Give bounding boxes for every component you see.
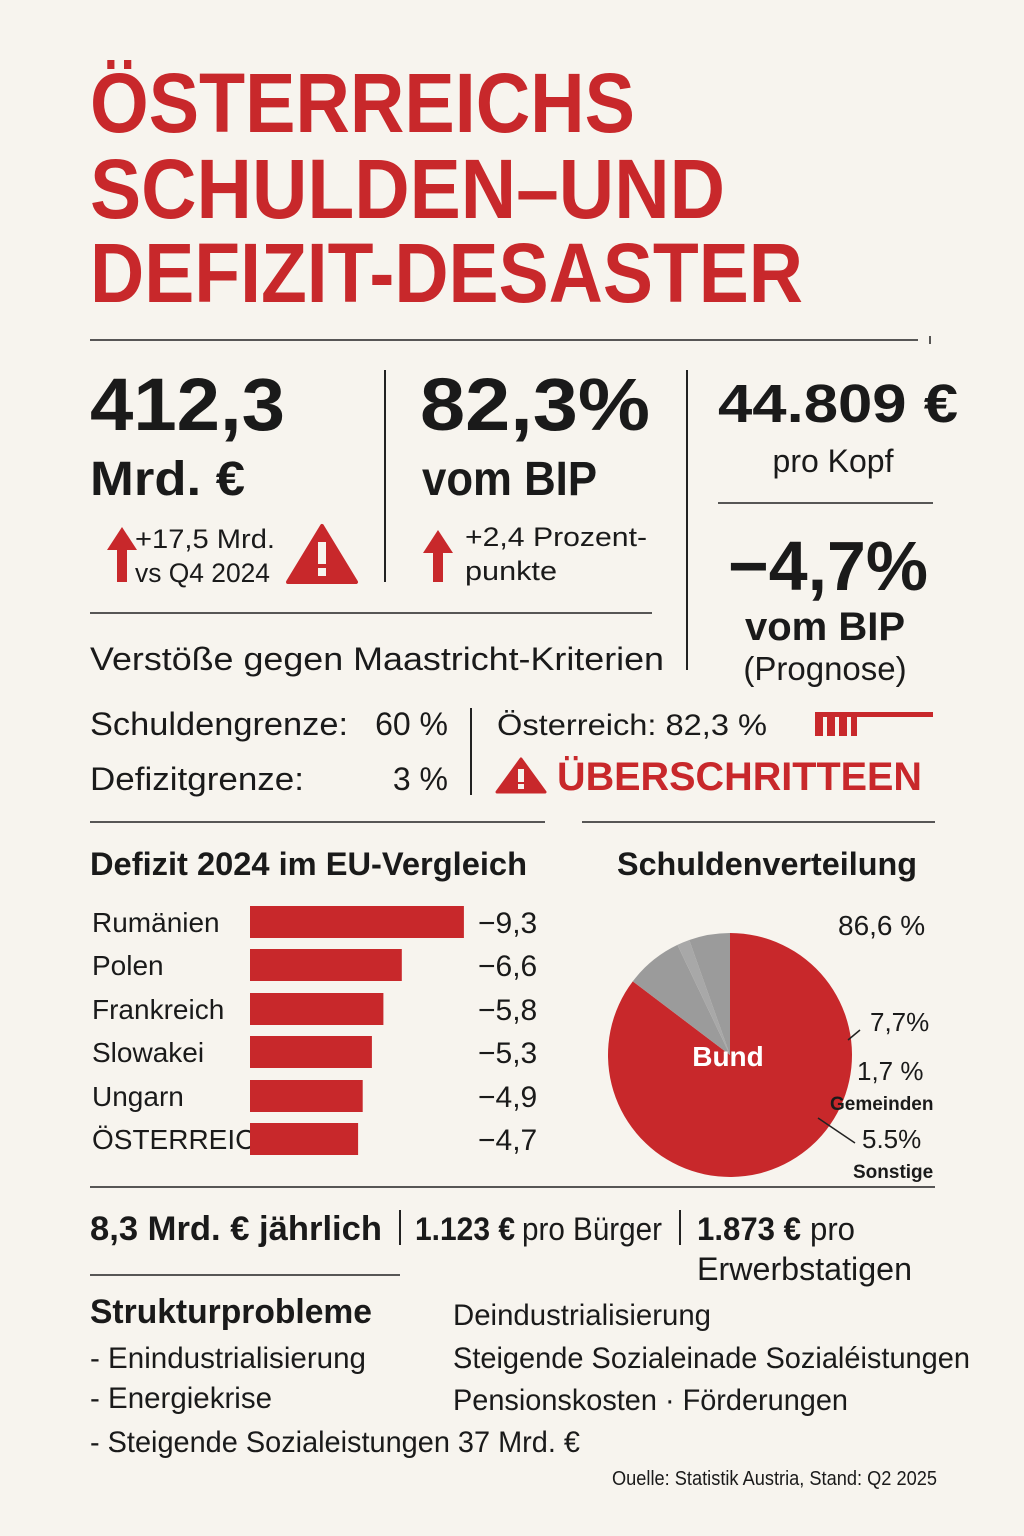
deficit-value: −4,7% (728, 527, 928, 605)
source: Ouelle: Statistik Austria, Stand: Q2 202… (612, 1468, 937, 1490)
structure-item: - Steigende Sozialeistungen 37 Mrd. € (90, 1426, 580, 1459)
value-label: 5.5% (862, 1124, 921, 1154)
chart-title: Schuldenverteilung (617, 846, 917, 882)
interest-total: 8,3 Mrd. € jährlich (90, 1210, 382, 1248)
interest-per-worker-unit: Erwerbstatigen (697, 1251, 912, 1287)
title-line: DEFIZIT-DESASTER (90, 226, 803, 320)
pie-slice (677, 940, 730, 1055)
interest-per-worker-unit: pro (810, 1211, 855, 1247)
criterion-value: 3 % (393, 761, 448, 797)
bar (250, 906, 464, 938)
value-label: 1,7 % (857, 1056, 924, 1086)
bar-label: Slowakei (92, 1037, 204, 1068)
slice-label: Bund (692, 1041, 764, 1072)
debt-change: +17,5 Mrd. (135, 524, 275, 554)
value-label: −5,8 (478, 994, 537, 1027)
structure-item: - Enindustrialisierung (90, 1342, 366, 1375)
warning-icon (286, 524, 358, 584)
structure-item: Deindustrialisierung (453, 1299, 711, 1332)
structure-item: Steigende Sozialeinade Sozialéistungen (453, 1342, 970, 1375)
debt-change: vs Q4 2024 (135, 558, 270, 588)
bar-label: ÖSTERREICH (92, 1124, 276, 1155)
value-label: −4,7 (478, 1124, 537, 1157)
title-line: ÖSTERREICHS (90, 56, 635, 150)
pie-slice (689, 932, 730, 1055)
bar (250, 1123, 359, 1155)
value-label: 86,6 % (838, 910, 925, 941)
structure-item: Pensionskosten · Förderungen (453, 1384, 848, 1417)
debt-unit: Mrd. € (90, 453, 245, 506)
bar (250, 1036, 372, 1068)
up-arrow-icon (423, 530, 453, 582)
per-capita-unit: pro Kopf (773, 443, 894, 479)
leader-line (817, 1117, 856, 1144)
deficit-unit: vom BIP (745, 605, 905, 649)
bar-label: Ungarn (92, 1081, 184, 1112)
bar (250, 993, 384, 1025)
value-label: −4,9 (478, 1081, 537, 1114)
criterion-label: Schuldengrenze: (90, 706, 348, 742)
interest-per-citizen: 1.123 € (415, 1211, 515, 1247)
slice-label: Gemeinden (830, 1094, 933, 1115)
interest-per-citizen-unit: pro Bürger (522, 1211, 662, 1247)
status: ÜBERSCHRITTEEN (557, 754, 922, 799)
pie-slice (632, 944, 730, 1055)
bar-label: Polen (92, 950, 164, 981)
value-label: −5,3 (478, 1037, 537, 1070)
leader-line (847, 1029, 861, 1041)
debt-value: 412,3 (90, 363, 285, 446)
chart-title: Defizit 2024 im EU-Vergleich (90, 846, 527, 882)
value-label: 7,7% (870, 1007, 929, 1037)
ratio-value: 82,3% (420, 363, 650, 446)
ratio-change: punkte (465, 556, 557, 586)
ratio-unit: vom BIP (422, 453, 597, 506)
up-arrow-icon (107, 527, 137, 582)
charts: Rumänien −9,3 Polen −6,6 Frankreich −5,8 Slowa… (92, 906, 933, 1183)
bar (250, 949, 402, 981)
per-capita-value: 44.809 € (718, 374, 958, 434)
warning-icon (495, 757, 547, 794)
interest-per-worker: 1.873 € (697, 1211, 801, 1247)
structure-heading: Strukturprobleme (90, 1293, 372, 1331)
criterion-label: Defizitgrenze: (90, 761, 304, 797)
bar-label: Frankreich (92, 994, 224, 1025)
structure-item: - Energiekrise (90, 1382, 272, 1415)
bar-label: Rumänien (92, 907, 220, 938)
bar (250, 1080, 363, 1112)
austria-ratio: Österreich: 82,3 % (497, 709, 767, 742)
maastricht-heading: Verstöße gegen Maastricht-Kriterien (90, 641, 664, 677)
slice-label: Sonstige (853, 1162, 933, 1183)
bar-icon (815, 712, 933, 736)
value-label: −6,6 (478, 950, 537, 983)
title-line: SCHULDEN–UND (90, 142, 725, 236)
ratio-change: +2,4 Prozent- (465, 522, 647, 552)
value-label: −9,3 (478, 907, 537, 940)
deficit-note: (Prognose) (743, 650, 906, 687)
criterion-value: 60 % (375, 706, 448, 742)
